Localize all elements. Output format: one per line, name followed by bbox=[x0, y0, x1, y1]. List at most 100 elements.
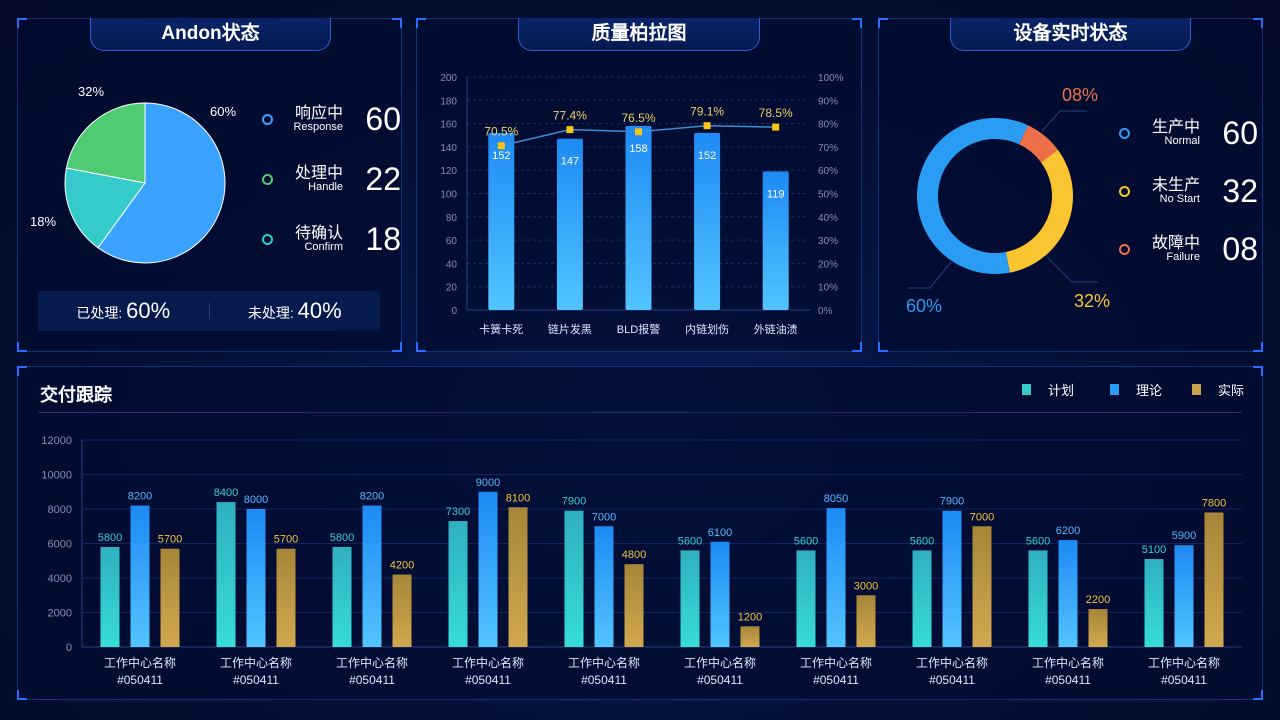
status-dot-icon bbox=[262, 114, 273, 125]
bar-value-label: 5800 bbox=[98, 532, 122, 544]
bar-value-label: 1200 bbox=[738, 611, 762, 623]
bar-value-label: 119 bbox=[767, 188, 785, 200]
bar-value-label: 5800 bbox=[330, 532, 354, 544]
delivery-bar bbox=[276, 548, 296, 647]
delivery-bar bbox=[246, 509, 266, 647]
x-tick-label: 卡簧卡死 bbox=[479, 322, 523, 336]
processed-summary: 已处理: 60% 未处理: 40% bbox=[38, 291, 380, 331]
divider bbox=[208, 303, 210, 319]
x-tick-sublabel: #050411 bbox=[813, 673, 859, 687]
bar-value-label: 7300 bbox=[446, 506, 470, 518]
delivery-bar bbox=[856, 595, 876, 647]
legend-item: 待确认 Confirm 18 bbox=[262, 221, 401, 258]
pareto-bar bbox=[625, 125, 652, 311]
status-dot-icon bbox=[1119, 244, 1130, 255]
delivery-bar bbox=[1088, 609, 1108, 647]
bar-value-label: 5100 bbox=[1142, 544, 1166, 556]
unprocessed-label: 未处理: bbox=[247, 305, 294, 321]
x-tick-label: 工作中心名称 bbox=[104, 655, 176, 670]
legend-sublabel: No Start bbox=[1159, 193, 1200, 205]
x-tick-sublabel: #050411 bbox=[349, 673, 395, 687]
y-tick-label: 80 bbox=[446, 213, 458, 224]
bar-value-label: 6200 bbox=[1056, 525, 1080, 537]
x-tick-sublabel: #050411 bbox=[1045, 673, 1091, 687]
pie-slice bbox=[97, 102, 226, 264]
y2-tick-label: 70% bbox=[818, 143, 838, 154]
y-tick-label: 2000 bbox=[48, 608, 72, 620]
x-tick-label: 工作中心名称 bbox=[220, 655, 292, 670]
bar-value-label: 9000 bbox=[476, 477, 500, 489]
legend-value: 60 bbox=[365, 101, 401, 137]
legend-sublabel: Failure bbox=[1166, 251, 1200, 263]
legend-label: 理论 bbox=[1136, 383, 1162, 398]
line-value-label: 78.5% bbox=[759, 106, 793, 120]
status-dot-icon bbox=[1119, 128, 1130, 139]
y-tick-label: 6000 bbox=[48, 539, 72, 551]
delivery-bar bbox=[624, 564, 644, 647]
bar-value-label: 4800 bbox=[622, 549, 646, 561]
y-tick-label: 10000 bbox=[41, 470, 72, 482]
x-tick-sublabel: #050411 bbox=[929, 673, 975, 687]
delivery-bar bbox=[942, 510, 962, 647]
y2-tick-label: 40% bbox=[818, 213, 838, 224]
x-tick-label: 工作中心名称 bbox=[452, 655, 524, 670]
y2-tick-label: 100% bbox=[818, 73, 844, 84]
processed-label: 已处理: bbox=[76, 305, 123, 321]
delivery-bar bbox=[594, 526, 614, 647]
pareto-bar bbox=[694, 132, 721, 310]
delivery-title: 交付跟踪 bbox=[40, 385, 112, 405]
delivery-bar bbox=[130, 505, 150, 647]
x-tick-label: 工作中心名称 bbox=[1148, 655, 1220, 670]
line-value-label: 77.4% bbox=[553, 109, 587, 123]
bar-value-label: 6100 bbox=[708, 527, 732, 539]
y-tick-label: 8000 bbox=[48, 504, 72, 516]
donut-segment bbox=[1019, 125, 1058, 163]
bar-value-label: 7800 bbox=[1202, 497, 1226, 509]
delivery-bar bbox=[216, 502, 236, 647]
delivery-bar bbox=[100, 546, 120, 647]
legend-label: 实际 bbox=[1218, 383, 1244, 398]
bar-value-label: 8400 bbox=[214, 487, 238, 499]
legend-value: 22 bbox=[365, 161, 401, 197]
bar-value-label: 8200 bbox=[360, 491, 384, 503]
bar-value-label: 2200 bbox=[1086, 594, 1110, 606]
legend-label: 生产中 bbox=[1151, 119, 1200, 136]
delivery-bar bbox=[1028, 550, 1048, 647]
delivery-bar bbox=[912, 550, 932, 647]
y-tick-label: 100 bbox=[440, 190, 457, 201]
bar-value-label: 5700 bbox=[274, 534, 298, 546]
y2-tick-label: 80% bbox=[818, 120, 838, 131]
x-tick-sublabel: #050411 bbox=[1161, 673, 1207, 687]
legend-swatch bbox=[1110, 384, 1119, 395]
pie-slice-label: 32% bbox=[78, 84, 104, 99]
legend-value: 18 bbox=[365, 221, 401, 257]
legend-item: 生产中 Normal 60 bbox=[1119, 115, 1258, 152]
legend-sublabel: Response bbox=[293, 121, 343, 133]
y2-tick-label: 10% bbox=[818, 283, 838, 294]
x-tick-label: 链片发黑 bbox=[548, 322, 592, 336]
x-tick-sublabel: #050411 bbox=[117, 673, 163, 687]
y-tick-label: 0 bbox=[451, 306, 457, 317]
legend-label: 计划 bbox=[1048, 383, 1074, 398]
legend-swatch bbox=[1192, 384, 1201, 395]
x-tick-label: 工作中心名称 bbox=[916, 655, 988, 670]
pie-slice-label: 60% bbox=[210, 104, 236, 119]
x-tick-label: 内链划伤 bbox=[685, 322, 729, 336]
y-tick-label: 160 bbox=[440, 120, 457, 131]
line-value-label: 79.1% bbox=[690, 105, 724, 119]
line-point bbox=[703, 122, 711, 130]
status-dot-icon bbox=[262, 234, 273, 245]
delivery-bar bbox=[680, 550, 700, 647]
unprocessed-value: 40% bbox=[297, 298, 342, 323]
y-tick-label: 140 bbox=[440, 143, 457, 154]
bar-value-label: 5900 bbox=[1172, 530, 1196, 542]
y-tick-label: 20 bbox=[446, 283, 458, 294]
line-point bbox=[497, 142, 505, 150]
y2-tick-label: 0% bbox=[818, 306, 833, 317]
legend-swatch bbox=[1022, 384, 1031, 395]
bar-value-label: 7900 bbox=[940, 496, 964, 508]
y-tick-label: 60 bbox=[446, 236, 458, 247]
bar-value-label: 8000 bbox=[244, 494, 268, 506]
line-point bbox=[635, 128, 642, 136]
